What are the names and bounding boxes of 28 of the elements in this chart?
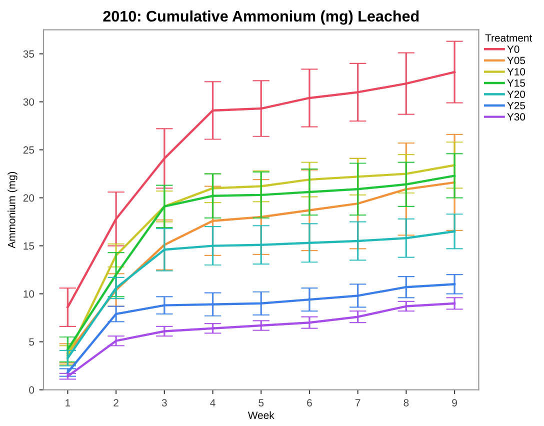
y-tick-label: 20 [23,194,34,202]
x-tick-label: 2 [114,399,118,406]
x-tick-label: 5 [258,399,264,406]
x-tick-label: 3 [162,399,167,406]
y-tick-label: 35 [23,50,34,58]
x-tick-label: 6 [307,399,312,406]
x-tick-label: 8 [404,399,409,406]
y-tick-label: 25 [23,146,34,154]
legend-label: Y20 [507,90,526,98]
legend-title: Treatment [485,34,532,42]
y-tick-label: 15 [24,242,34,250]
y-tick-label: 30 [23,98,34,106]
legend-label: Y10 [507,68,526,76]
legend-label: Y0 [507,46,520,53]
x-axis-title: Week [248,411,274,419]
legend-label: Y05 [507,56,526,64]
legend-label: Y15 [507,79,526,87]
chart-title: 2010: Cumulative Ammonium (mg) Leached [103,10,419,25]
y-axis-title: Ammonium (mg) [8,172,18,248]
x-tick-label: 7 [355,399,360,406]
x-tick-label: 4 [210,399,216,406]
legend-label: Y25 [507,102,526,110]
y-tick-label: 10 [24,290,34,298]
x-tick-label: 1 [66,399,70,406]
y-tick-label: 0 [29,386,34,394]
x-tick-label: 9 [452,399,457,406]
y-tick-label: 5 [29,338,34,346]
legend-label: Y30 [507,113,526,121]
